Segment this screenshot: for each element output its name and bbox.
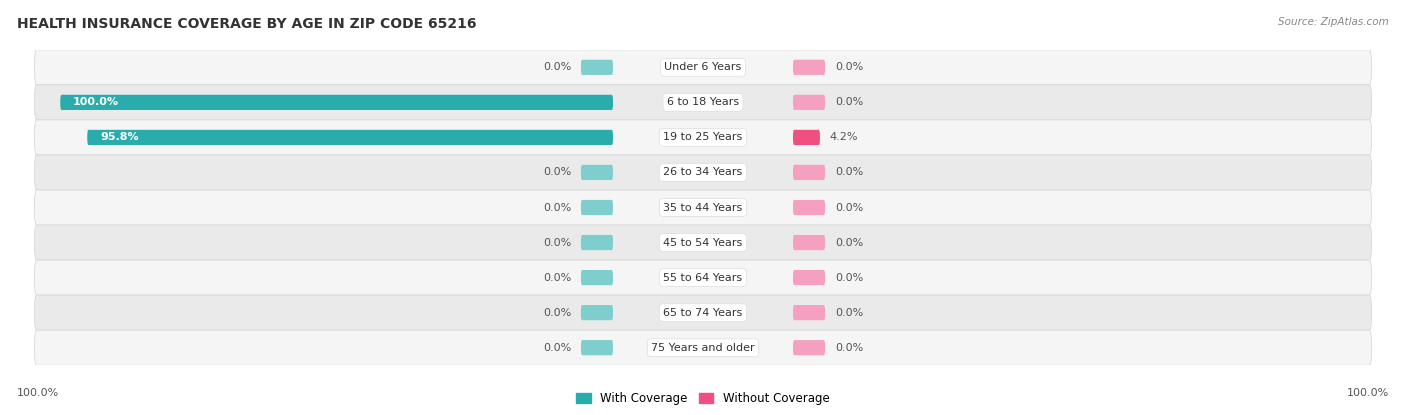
Text: 100.0%: 100.0% (1347, 388, 1389, 398)
Text: 26 to 34 Years: 26 to 34 Years (664, 168, 742, 178)
Text: 4.2%: 4.2% (830, 132, 858, 142)
FancyBboxPatch shape (35, 50, 1371, 85)
Text: 0.0%: 0.0% (835, 237, 863, 247)
Text: Source: ZipAtlas.com: Source: ZipAtlas.com (1278, 17, 1389, 27)
FancyBboxPatch shape (581, 60, 613, 75)
FancyBboxPatch shape (581, 305, 613, 320)
FancyBboxPatch shape (793, 95, 825, 110)
Text: HEALTH INSURANCE COVERAGE BY AGE IN ZIP CODE 65216: HEALTH INSURANCE COVERAGE BY AGE IN ZIP … (17, 17, 477, 31)
FancyBboxPatch shape (35, 330, 1371, 365)
Text: 45 to 54 Years: 45 to 54 Years (664, 237, 742, 247)
Text: 0.0%: 0.0% (543, 237, 571, 247)
Text: 0.0%: 0.0% (835, 62, 863, 72)
Text: 6 to 18 Years: 6 to 18 Years (666, 98, 740, 107)
FancyBboxPatch shape (35, 295, 1371, 330)
Text: 0.0%: 0.0% (543, 203, 571, 212)
Legend: With Coverage, Without Coverage: With Coverage, Without Coverage (572, 387, 834, 410)
FancyBboxPatch shape (793, 130, 820, 145)
Text: 95.8%: 95.8% (100, 132, 139, 142)
FancyBboxPatch shape (793, 200, 825, 215)
FancyBboxPatch shape (35, 155, 1371, 190)
Text: 19 to 25 Years: 19 to 25 Years (664, 132, 742, 142)
Text: 65 to 74 Years: 65 to 74 Years (664, 308, 742, 317)
FancyBboxPatch shape (793, 305, 825, 320)
Text: 0.0%: 0.0% (543, 308, 571, 317)
FancyBboxPatch shape (35, 225, 1371, 260)
Text: 55 to 64 Years: 55 to 64 Years (664, 273, 742, 283)
FancyBboxPatch shape (793, 270, 825, 285)
Text: 0.0%: 0.0% (835, 203, 863, 212)
Text: 0.0%: 0.0% (835, 168, 863, 178)
FancyBboxPatch shape (60, 95, 613, 110)
Text: 75 Years and older: 75 Years and older (651, 343, 755, 353)
FancyBboxPatch shape (793, 165, 825, 180)
FancyBboxPatch shape (35, 190, 1371, 225)
FancyBboxPatch shape (793, 340, 825, 355)
Text: 0.0%: 0.0% (543, 62, 571, 72)
Text: 100.0%: 100.0% (73, 98, 120, 107)
FancyBboxPatch shape (581, 270, 613, 285)
FancyBboxPatch shape (35, 120, 1371, 155)
Text: 100.0%: 100.0% (17, 388, 59, 398)
Text: 0.0%: 0.0% (835, 343, 863, 353)
Text: Under 6 Years: Under 6 Years (665, 62, 741, 72)
Text: 0.0%: 0.0% (543, 273, 571, 283)
FancyBboxPatch shape (793, 235, 825, 250)
Text: 35 to 44 Years: 35 to 44 Years (664, 203, 742, 212)
Text: 0.0%: 0.0% (835, 98, 863, 107)
Text: 0.0%: 0.0% (543, 343, 571, 353)
FancyBboxPatch shape (581, 340, 613, 355)
Text: 0.0%: 0.0% (543, 168, 571, 178)
Text: 0.0%: 0.0% (835, 308, 863, 317)
FancyBboxPatch shape (581, 235, 613, 250)
FancyBboxPatch shape (87, 130, 613, 145)
Text: 0.0%: 0.0% (835, 273, 863, 283)
FancyBboxPatch shape (35, 260, 1371, 295)
FancyBboxPatch shape (581, 200, 613, 215)
FancyBboxPatch shape (793, 60, 825, 75)
FancyBboxPatch shape (35, 85, 1371, 120)
FancyBboxPatch shape (581, 165, 613, 180)
